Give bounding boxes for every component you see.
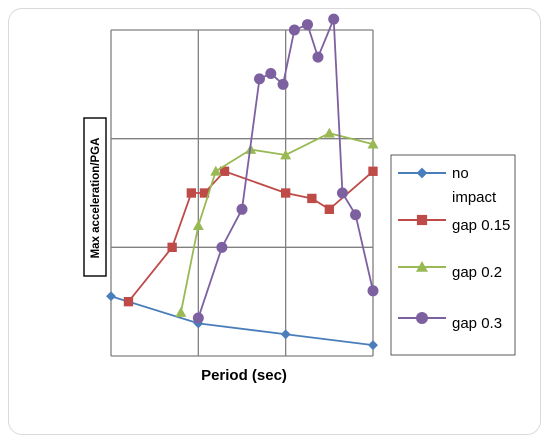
data-point-gap-0-3 xyxy=(192,312,204,324)
data-point-gap-0-2 xyxy=(210,165,222,176)
series-gap-0-15 xyxy=(123,166,378,307)
data-point-gap-0-15 xyxy=(186,188,197,198)
data-point-gap-0-3 xyxy=(277,78,289,90)
legend-label: gap 0.15 xyxy=(452,217,510,234)
data-point-gap-0-2 xyxy=(175,307,187,317)
legend-label: gap 0.3 xyxy=(452,315,502,332)
legend-entry-gap-0-2: gap 0.2 xyxy=(398,261,502,281)
y-axis-label: Max acceleration/PGA xyxy=(83,117,107,277)
data-point-gap-0-15 xyxy=(324,204,335,214)
data-point-gap-0-15 xyxy=(199,188,210,198)
series-line-no-impact xyxy=(110,295,374,347)
x-axis-label: Period (sec) xyxy=(201,367,287,384)
legend-entry-gap-0-3: gap 0.3 xyxy=(398,312,502,332)
legend-marker xyxy=(416,312,428,324)
data-point-gap-0-3 xyxy=(236,203,248,215)
legend-entry-no-impact: no impact xyxy=(398,165,497,206)
legend-entry-gap-0-15: gap 0.15 xyxy=(398,214,510,234)
series-layer xyxy=(106,13,379,351)
grid xyxy=(110,29,374,357)
data-point-gap-0-3 xyxy=(265,67,277,79)
data-point-gap-0-2 xyxy=(192,220,204,230)
data-point-gap-0-2 xyxy=(323,127,335,138)
data-point-gap-0-3 xyxy=(312,51,324,63)
data-point-no-impact xyxy=(106,291,116,302)
data-point-gap-0-15 xyxy=(307,193,317,204)
data-point-gap-0-15 xyxy=(368,166,378,176)
series-gap-0-3 xyxy=(192,13,379,324)
series-gap-0-2 xyxy=(175,127,379,317)
legend: no impact gap 0.15 gap 0.2 gap 0.3 xyxy=(390,154,516,356)
legend-marker xyxy=(416,261,428,272)
data-point-gap-0-2 xyxy=(367,138,379,149)
data-point-gap-0-3 xyxy=(216,241,228,253)
legend-label: no impact xyxy=(452,165,497,206)
data-point-no-impact xyxy=(368,340,378,351)
data-point-gap-0-15 xyxy=(123,296,134,307)
series-no-impact xyxy=(106,291,378,351)
legend-label: gap 0.2 xyxy=(452,264,502,281)
series-line-gap-0-15 xyxy=(127,170,374,303)
data-point-gap-0-3 xyxy=(302,19,313,31)
data-point-gap-0-3 xyxy=(350,209,362,221)
y-axis-label-text: Max acceleration/PGA xyxy=(90,138,102,259)
data-point-gap-0-15 xyxy=(219,166,230,176)
y-axis-label-box xyxy=(83,117,107,277)
legend-marker xyxy=(416,167,428,179)
data-point-gap-0-15 xyxy=(167,242,177,253)
legend-box xyxy=(390,154,516,356)
data-point-no-impact xyxy=(280,329,291,340)
data-point-gap-0-3 xyxy=(367,285,379,297)
data-point-gap-0-3 xyxy=(288,24,300,36)
data-point-gap-0-3 xyxy=(253,73,265,85)
data-point-gap-0-3 xyxy=(336,187,348,199)
data-point-gap-0-3 xyxy=(328,13,340,25)
legend-marker xyxy=(416,214,428,226)
data-point-gap-0-2 xyxy=(280,149,292,160)
data-point-gap-0-15 xyxy=(280,188,291,198)
